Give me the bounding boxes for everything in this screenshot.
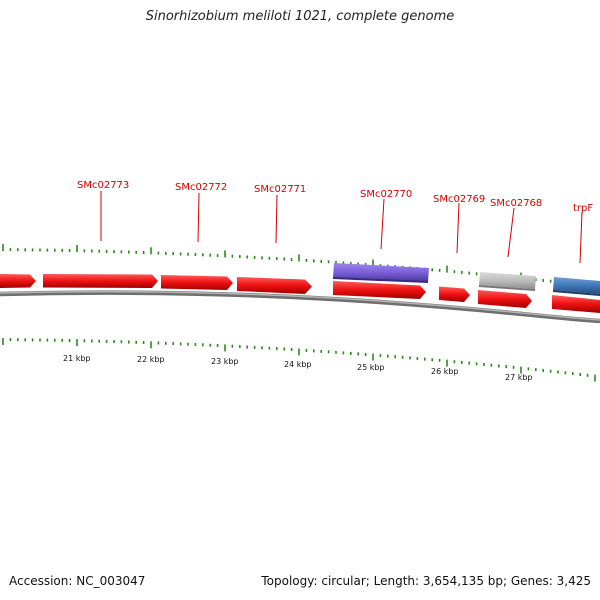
genome-backbone-highlight	[0, 290, 600, 321]
gene-arrow-smc02772[interactable]	[161, 275, 233, 290]
gene-arrow-smc02770[interactable]	[333, 281, 426, 299]
gene-label-lines	[100, 191, 583, 264]
accession-text: Accession: NC_003047	[9, 574, 146, 588]
feature-bar-gray[interactable]	[479, 272, 536, 289]
kbp-label: 21 kbp	[63, 354, 91, 363]
kbp-label: 22 kbp	[137, 355, 165, 364]
gene-label-smc02768[interactable]: SMc02768	[490, 198, 542, 209]
map-title: Sinorhizobium meliloti 1021, complete ge…	[145, 9, 455, 24]
gene-label-smc02769[interactable]: SMc02769	[433, 194, 485, 205]
upper-tick-track	[2, 244, 596, 288]
gene-arrow-smc02768[interactable]	[478, 290, 532, 308]
gene-arrow-trpf[interactable]	[552, 295, 600, 313]
genome-backbone	[0, 290, 600, 324]
gene-label-trpf[interactable]: trpF	[573, 203, 593, 214]
kbp-label: 24 kbp	[284, 360, 312, 369]
gene-arrow-smc02773[interactable]	[43, 274, 158, 288]
lower-tick-track	[2, 338, 596, 382]
gene-arrow[interactable]	[0, 274, 36, 288]
feature-bar-blue-shadow	[553, 290, 600, 296]
feature-bar-gray-shadow	[479, 285, 535, 291]
gene-arrow-smc02771[interactable]	[237, 277, 312, 294]
kbp-label: 25 kbp	[357, 363, 385, 372]
gene-arrow-smc02769[interactable]	[439, 286, 470, 303]
gene-label-smc02773[interactable]: SMc02773	[77, 180, 129, 191]
kbp-label: 23 kbp	[211, 357, 239, 366]
gene-label-smc02771[interactable]: SMc02771	[254, 184, 306, 195]
feature-bar-blue[interactable]	[553, 277, 600, 294]
feature-bar-purple-shadow	[333, 277, 428, 283]
kbp-label: 26 kbp	[431, 367, 459, 376]
kbp-label: 27 kbp	[505, 373, 533, 382]
feature-bar-purple[interactable]	[333, 263, 429, 282]
gene-label-smc02772[interactable]: SMc02772	[175, 182, 227, 193]
genome-summary-text: Topology: circular; Length: 3,654,135 bp…	[261, 574, 591, 588]
gene-label-smc02770[interactable]: SMc02770	[360, 189, 412, 200]
